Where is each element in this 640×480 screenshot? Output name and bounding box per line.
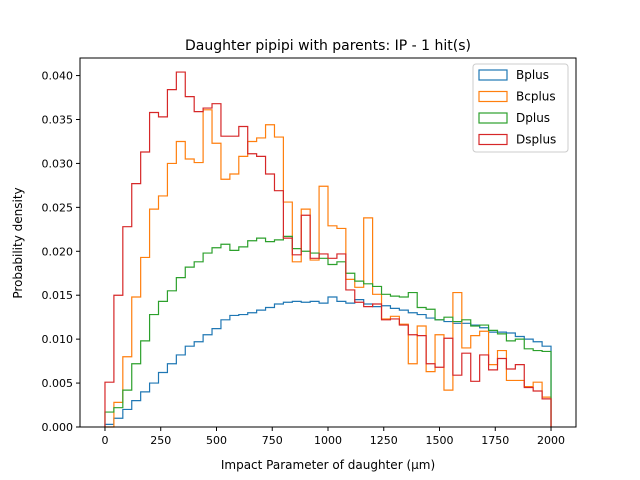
legend-label: Dplus bbox=[516, 111, 550, 125]
x-tick-label: 500 bbox=[206, 434, 227, 447]
legend-label: Bcplus bbox=[516, 90, 556, 104]
x-tick-label: 2000 bbox=[537, 434, 565, 447]
x-tick-label: 250 bbox=[150, 434, 171, 447]
y-tick-label: 0.030 bbox=[42, 157, 74, 170]
x-tick-label: 1000 bbox=[314, 434, 342, 447]
y-tick-label: 0.015 bbox=[42, 289, 74, 302]
x-tick-label: 750 bbox=[262, 434, 283, 447]
series-step-bcplus bbox=[104, 109, 552, 428]
plot-area bbox=[104, 71, 552, 428]
y-tick-label: 0.040 bbox=[42, 70, 74, 83]
legend-swatch bbox=[478, 112, 508, 124]
x-tick-label: 0 bbox=[101, 434, 108, 447]
legend-label: Bplus bbox=[516, 68, 549, 82]
y-axis-label: Probability density bbox=[11, 187, 25, 298]
axis-ticks: 0 250 500 750 1000 1250 1500 1750 2000 0.000 0.005… bbox=[42, 70, 566, 447]
y-tick-label: 0.025 bbox=[42, 201, 74, 214]
legend-swatch bbox=[478, 133, 508, 146]
y-tick-label: 0.000 bbox=[42, 421, 74, 434]
y-tick-label: 0.010 bbox=[42, 333, 74, 346]
legend-swatch bbox=[478, 90, 508, 103]
axes-frame bbox=[79, 57, 577, 428]
y-tick-label: 0.005 bbox=[42, 377, 74, 390]
legend-label: Dsplus bbox=[516, 133, 556, 147]
chart-title: Daughter pipipi with parents: IP - 1 hit… bbox=[185, 38, 471, 54]
series-step-dsplus bbox=[104, 71, 552, 427]
x-tick-label: 1750 bbox=[481, 434, 509, 447]
x-tick-label: 1500 bbox=[426, 434, 454, 447]
y-tick-label: 0.035 bbox=[42, 114, 74, 127]
x-axis-label: Impact Parameter of daughter (μm) bbox=[221, 458, 435, 472]
series-step-dplus bbox=[104, 235, 552, 427]
legend-box bbox=[472, 63, 569, 153]
y-tick-label: 0.020 bbox=[42, 245, 74, 258]
legend: Bplus Bcplus Dplus Dsplus bbox=[472, 63, 569, 153]
series-step-bplus bbox=[104, 296, 552, 427]
x-tick-label: 1250 bbox=[370, 434, 398, 447]
legend-swatch bbox=[478, 69, 508, 81]
